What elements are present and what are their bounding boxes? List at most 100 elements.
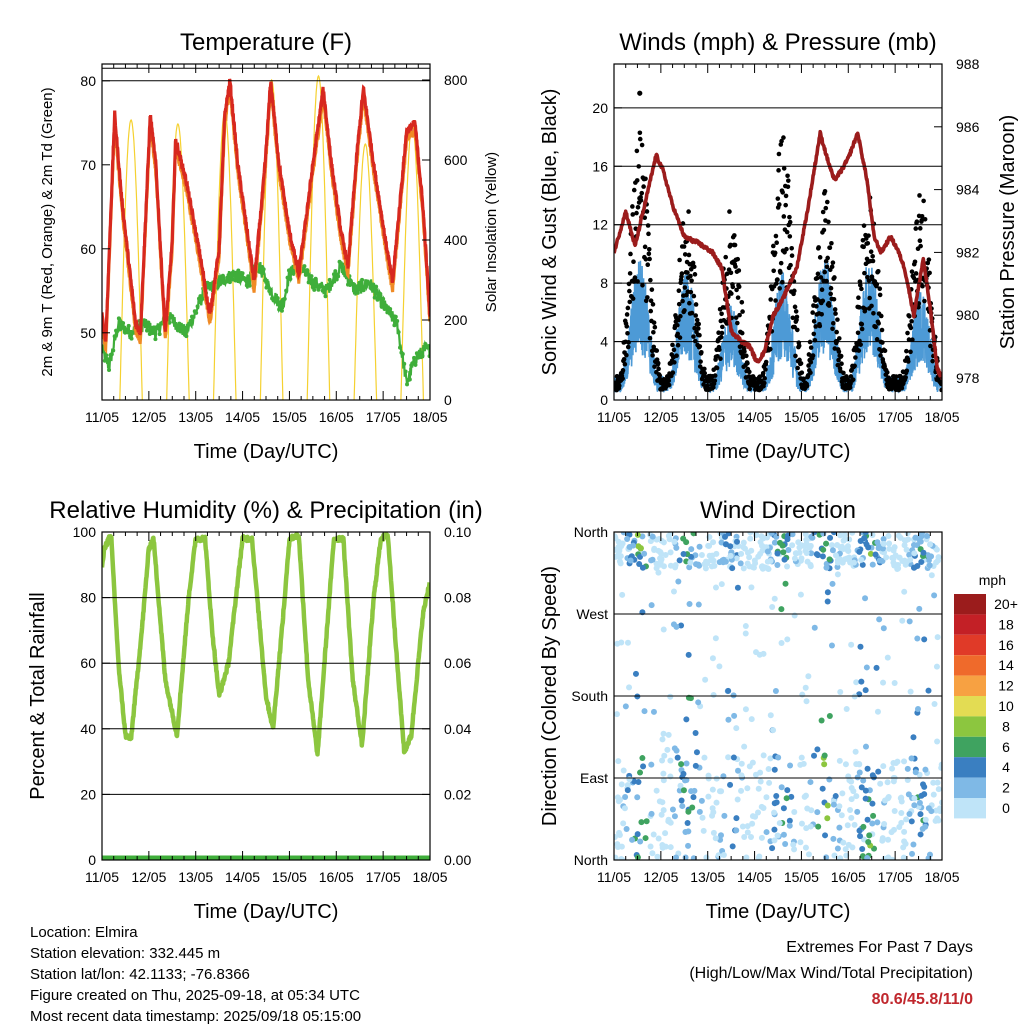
gust-point: [859, 326, 865, 332]
direction-point: [634, 831, 641, 838]
direction-point: [658, 811, 665, 818]
gust-point: [712, 373, 718, 378]
gust-point: [763, 359, 769, 365]
winds-panel: Winds (mph) & Pressure (mb) Time (Day/UTC…: [539, 29, 1019, 463]
direction-point: [919, 532, 926, 536]
dewpoint-point: [333, 269, 338, 274]
direction-point: [624, 782, 631, 789]
direction-point: [617, 553, 624, 560]
direction-point: [624, 536, 631, 543]
direction-point: [864, 854, 871, 860]
gust-point: [816, 245, 821, 250]
y-tick-label: 60: [80, 241, 96, 257]
direction-point: [756, 651, 763, 658]
gust-point: [862, 306, 868, 312]
direction-point: [738, 550, 745, 557]
gust-point: [651, 344, 657, 350]
direction-point: [771, 809, 778, 816]
direction-point: [695, 561, 702, 568]
dewpoint-point: [121, 321, 126, 326]
direction-point: [901, 758, 908, 765]
gust-point: [806, 363, 811, 368]
dewpoint-point: [263, 278, 268, 283]
direction-point: [682, 777, 689, 784]
gust-point: [792, 288, 797, 294]
direction-point: [848, 796, 855, 803]
gust-point: [714, 365, 720, 371]
direction-point: [618, 855, 625, 860]
gust-point: [905, 330, 910, 336]
temperature-panel: Temperature (F) Time (Day/UTC) 2m & 9m T (…: [39, 29, 500, 463]
gust-point: [747, 369, 752, 375]
direction-point: [773, 793, 780, 800]
gust-point: [875, 268, 881, 274]
direction-point: [712, 835, 719, 842]
direction-point: [926, 562, 933, 569]
gust-point: [632, 275, 638, 280]
direction-point: [740, 539, 747, 546]
direction-point: [798, 820, 805, 827]
direction-point: [857, 833, 864, 840]
direction-point: [862, 595, 869, 602]
gust-point: [678, 314, 683, 319]
gust-point: [830, 260, 836, 265]
dewpoint-point: [247, 283, 252, 288]
direction-point: [910, 734, 917, 741]
direction-point: [789, 532, 796, 538]
direction-point: [662, 830, 669, 837]
gust-point: [788, 262, 793, 268]
direction-point: [838, 812, 845, 819]
gust-point: [860, 237, 866, 243]
gust-point: [856, 305, 862, 310]
dewpoint-point: [353, 284, 358, 289]
direction-point: [870, 812, 877, 819]
gust-point: [666, 378, 672, 384]
dewpoint-point: [392, 323, 397, 328]
direction-point: [774, 832, 781, 839]
direction-point: [815, 823, 822, 830]
direction-point: [837, 689, 844, 696]
gust-point: [630, 204, 635, 209]
direction-point: [614, 553, 619, 560]
gust-point: [808, 370, 813, 376]
direction-point: [784, 563, 791, 570]
direction-point: [837, 855, 844, 860]
gust-point: [737, 312, 742, 318]
direction-point: [630, 542, 637, 549]
gust-point: [648, 298, 654, 304]
direction-point: [771, 539, 778, 546]
dewpoint-point: [361, 288, 366, 293]
gust-point: [938, 381, 942, 387]
gust-point: [742, 349, 747, 354]
direction-point: [660, 770, 667, 777]
gust-point: [650, 353, 655, 358]
direction-point: [769, 845, 776, 852]
colorbar-label: 12: [998, 678, 1014, 694]
direction-point: [906, 618, 913, 625]
dewpoint-point: [184, 334, 189, 339]
y-right-tick-label: 0: [444, 392, 452, 408]
direction-point: [771, 837, 778, 844]
direction-point: [760, 535, 767, 542]
direction-point: [848, 778, 855, 785]
gust-point: [780, 279, 785, 285]
dewpoint-point: [337, 259, 342, 264]
gust-point: [680, 298, 685, 304]
gust-point: [818, 275, 824, 280]
direction-point: [912, 769, 919, 776]
dewpoint-point: [195, 304, 200, 309]
gust-point: [787, 234, 793, 239]
y-tick-label: North: [574, 524, 608, 540]
direction-point: [864, 816, 871, 823]
dewpoint-point: [170, 314, 175, 319]
dewpoint-point: [146, 320, 151, 325]
gust-point: [828, 291, 833, 297]
dewpoint-point: [227, 280, 232, 285]
gust-point: [830, 320, 836, 326]
direction-point: [683, 760, 690, 767]
direction-point: [783, 795, 790, 802]
dewpoint-point: [426, 345, 430, 350]
gust-point: [671, 347, 677, 353]
direction-point: [770, 727, 777, 734]
dewpoint-point: [367, 281, 372, 286]
